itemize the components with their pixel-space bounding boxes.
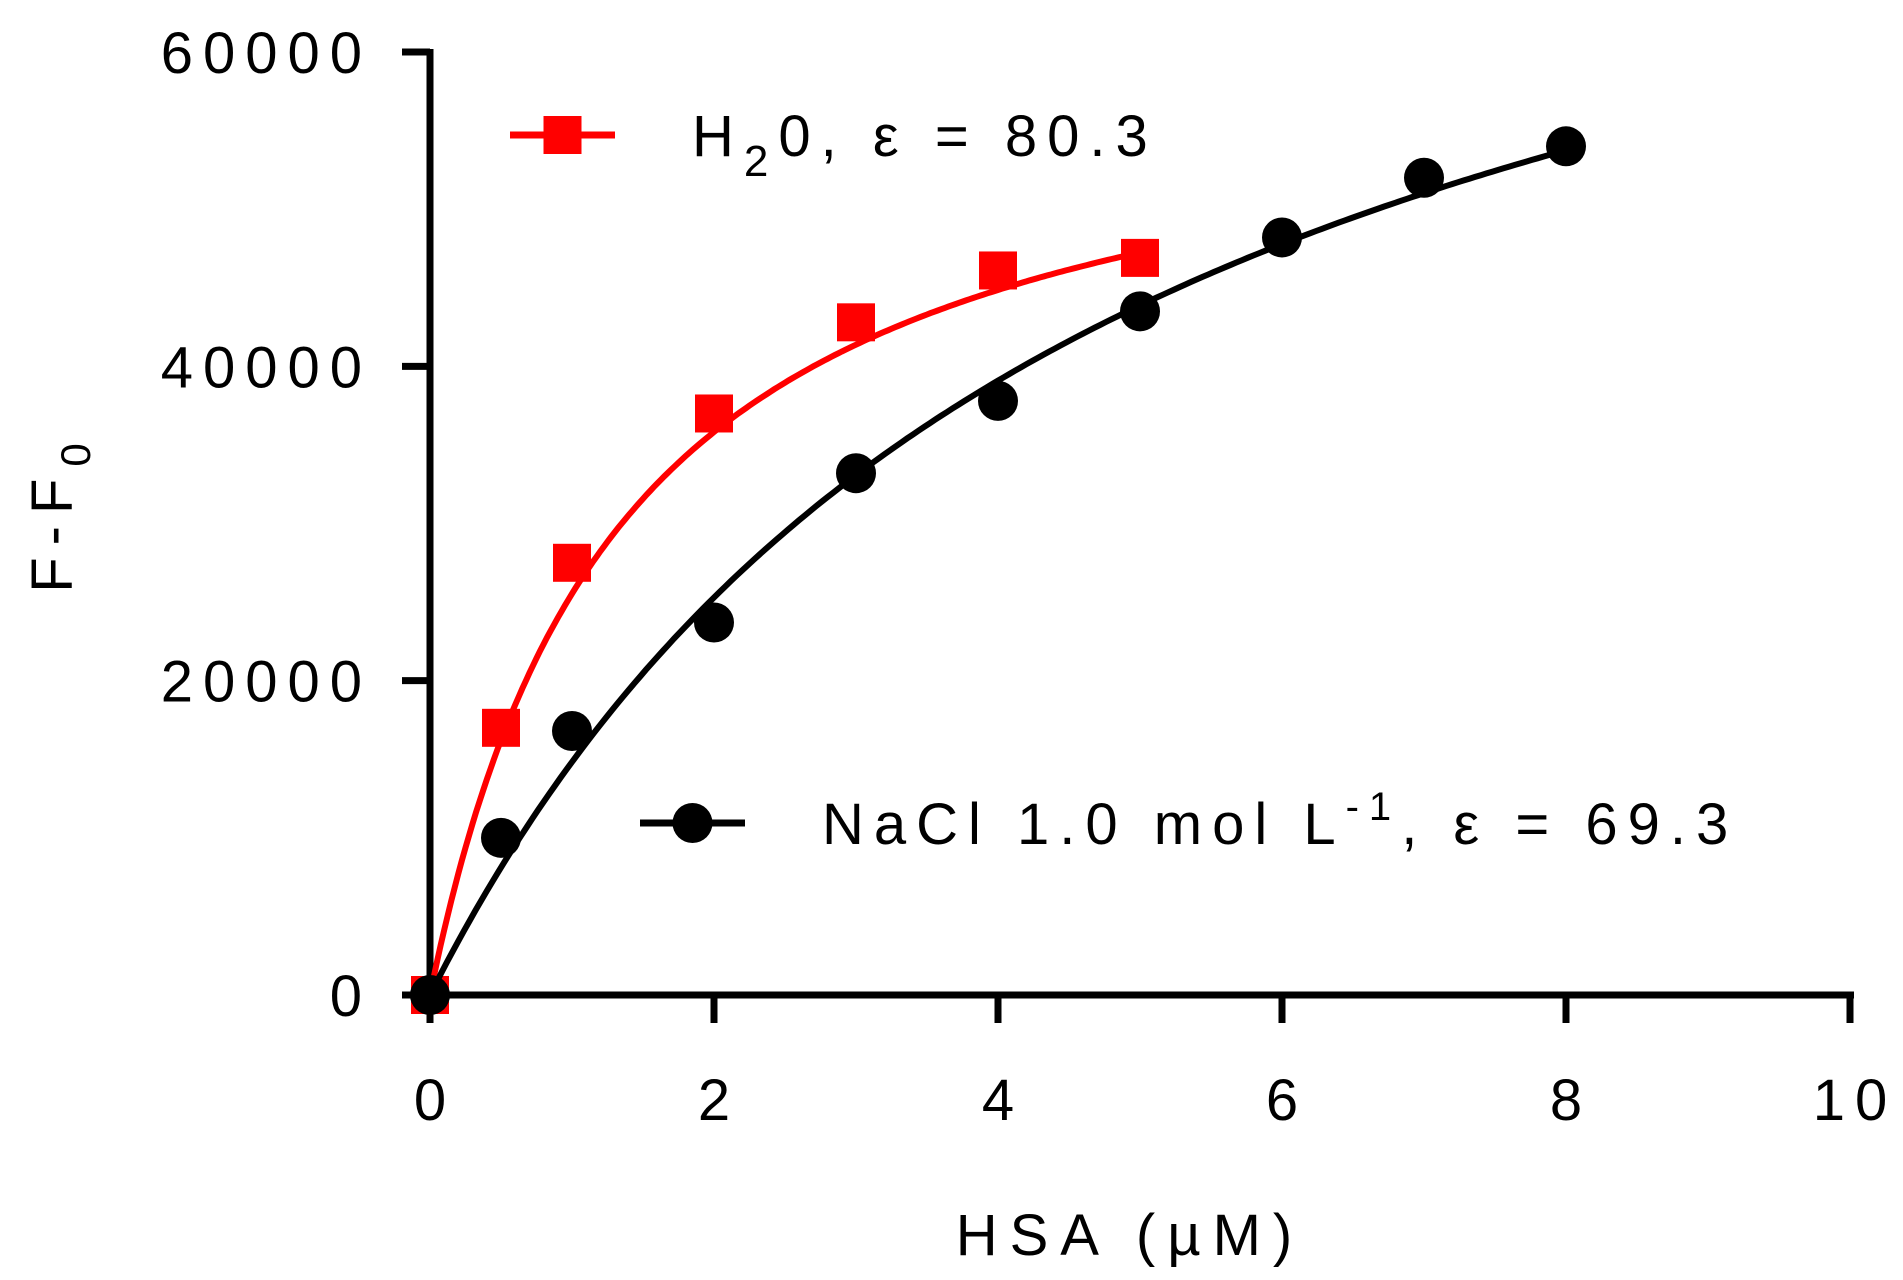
- data-point: [410, 975, 450, 1015]
- legend-label: NaCl 1.0 mol L-1, ε = 69.3: [822, 785, 1738, 857]
- series-layer: [410, 126, 1586, 1015]
- x-tick-label: 6: [1266, 1068, 1308, 1133]
- data-point: [482, 708, 520, 747]
- legend-item-2: NaCl 1.0 mol L-1, ε = 69.3: [640, 785, 1738, 857]
- data-point: [979, 251, 1017, 290]
- data-point: [1262, 217, 1302, 258]
- legend-item-1: H20, ε = 80.3: [510, 104, 1158, 186]
- x-tick-label: 2: [698, 1068, 740, 1133]
- x-tick-label: 0: [414, 1068, 456, 1133]
- legend-marker: [543, 116, 582, 154]
- x-tick-label: 10: [1813, 1068, 1898, 1133]
- y-axis-title: F-F0: [20, 431, 99, 593]
- y-tick-label: 60000: [161, 21, 372, 86]
- fit-line: [427, 249, 1141, 996]
- data-point: [694, 602, 734, 643]
- fit-line: [427, 147, 1567, 997]
- data-point: [1404, 157, 1444, 198]
- axes: 0 2 4 6 8 10 0 20000 40000 60000: [161, 21, 1898, 1133]
- data-point: [1546, 126, 1586, 167]
- data-point: [837, 303, 875, 342]
- legend-marker: [672, 803, 713, 843]
- y-axis-title-subscript: 0: [52, 431, 99, 466]
- data-point: [553, 543, 591, 582]
- legend: H20, ε = 80.3 NaCl 1.0 mol L-1, ε = 69.3: [510, 104, 1738, 857]
- x-tick-label: 8: [1550, 1068, 1592, 1133]
- data-point: [1120, 291, 1160, 332]
- data-point: [552, 710, 592, 751]
- data-point: [695, 394, 733, 433]
- y-tick-label: 40000: [161, 335, 372, 400]
- data-point: [1121, 238, 1159, 277]
- y-axis-title-main: F-F: [20, 467, 85, 593]
- y-tick-label: 0: [330, 964, 372, 1029]
- data-point: [481, 817, 521, 858]
- data-point: [836, 453, 876, 494]
- legend-label: H20, ε = 80.3: [692, 104, 1158, 186]
- x-axis-title: HSA (µM): [956, 1203, 1305, 1268]
- x-tick-label: 4: [982, 1068, 1024, 1133]
- y-tick-label: 20000: [161, 650, 372, 715]
- data-point: [978, 380, 1018, 421]
- series-2: [410, 126, 1586, 1015]
